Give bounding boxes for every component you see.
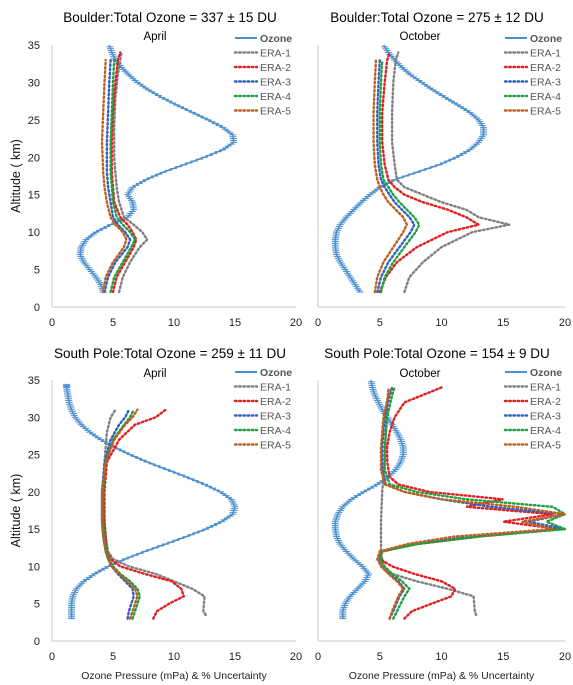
- x-tick-label: 20: [559, 317, 571, 329]
- y-tick-label: 20: [28, 487, 40, 499]
- panel-subtitle: April: [143, 31, 166, 43]
- legend-label: ERA-2: [530, 396, 561, 408]
- series-line-era-2: [110, 51, 138, 294]
- series-line-era-5: [372, 58, 409, 294]
- legend-label: ERA-1: [530, 48, 561, 60]
- x-axis-label: Ozone Pressure (mPa) & % Uncertainty: [349, 670, 535, 682]
- x-tick-label: 20: [559, 651, 571, 663]
- x-tick-label: 5: [110, 317, 116, 329]
- panel-title: South Pole:Total Ozone = 154 ± 9 DU: [324, 346, 549, 361]
- y-tick-label: 10: [28, 227, 40, 239]
- series-line-era-2: [103, 408, 186, 620]
- y-tick-label: 35: [28, 40, 40, 52]
- y-tick-label: 5: [34, 599, 40, 611]
- y-tick-label: 25: [28, 450, 40, 462]
- legend-label: ERA-5: [260, 440, 291, 452]
- y-tick-label: 30: [28, 77, 40, 89]
- x-tick-label: 10: [435, 651, 447, 663]
- series-line-era-3: [376, 58, 416, 294]
- y-tick-label: 10: [28, 561, 40, 573]
- x-tick-label: 15: [229, 317, 241, 329]
- y-tick-label: 0: [34, 302, 40, 314]
- legend-label: ERA-5: [530, 440, 561, 452]
- series-line-ozone: [334, 379, 404, 619]
- y-tick-label: 15: [28, 190, 40, 202]
- chart-panel-2: 0 5 10 15 20 Boulder:Total Ozone = 275 ± 12 D…: [315, 10, 571, 329]
- y-tick-label: 25: [28, 115, 40, 127]
- legend-label: ERA-3: [260, 77, 291, 89]
- series-line-era-1: [101, 408, 207, 617]
- chart-panel-3: 0 5 10 15 20 0 5 10 15 20 25 30 35 South Pole:Total O…: [9, 346, 302, 682]
- series-line-era-2: [378, 386, 559, 620]
- series-line-era-4: [378, 386, 568, 620]
- x-tick-label: 0: [49, 317, 55, 329]
- panel-subtitle: October: [400, 368, 441, 380]
- chart-panel-1: 0 5 10 15 20 0 5 10 15 20 25 30 35 Boulder:Total Ozon…: [9, 10, 302, 329]
- legend-label: Ozone: [260, 33, 292, 45]
- legend-label: Ozone: [530, 33, 562, 45]
- x-tick-label: 10: [168, 317, 180, 329]
- series-line-era-4: [102, 408, 142, 620]
- series-line-era-1: [113, 51, 149, 294]
- panel-subtitle: April: [143, 368, 166, 380]
- panel-subtitle: October: [400, 31, 441, 43]
- series-line-era-4: [378, 58, 421, 294]
- series-line-era-4: [109, 58, 137, 294]
- x-tick-label: 15: [497, 317, 509, 329]
- y-tick-label: 20: [28, 152, 40, 164]
- legend-label: ERA-3: [260, 411, 291, 423]
- legend-label: ERA-4: [530, 425, 561, 437]
- series-line-era-5: [100, 408, 139, 620]
- x-axis-label: Ozone Pressure (mPa) & % Uncertainty: [81, 670, 267, 682]
- y-tick-label: 30: [28, 412, 40, 424]
- x-tick-label: 15: [497, 651, 509, 663]
- series-line-era-2: [378, 51, 482, 294]
- x-tick-label: 20: [290, 317, 302, 329]
- series-line-era-5: [100, 58, 128, 294]
- legend-label: ERA-3: [530, 411, 561, 423]
- y-axis-label: Altitude ( km): [9, 139, 23, 213]
- legend-label: ERA-5: [260, 106, 291, 118]
- panel-title: South Pole:Total Ozone = 259 ± 11 DU: [54, 346, 286, 361]
- y-tick-label: 35: [28, 375, 40, 387]
- series-line-ozone: [334, 44, 485, 293]
- x-tick-label: 10: [168, 651, 180, 663]
- legend-label: ERA-3: [530, 77, 561, 89]
- x-tick-label: 5: [377, 317, 383, 329]
- panel-title: Boulder:Total Ozone = 337 ± 15 DU: [63, 10, 276, 25]
- legend-label: ERA-5: [530, 106, 561, 118]
- legend-label: Ozone: [260, 367, 292, 379]
- y-tick-label: 0: [34, 636, 40, 648]
- x-tick-label: 0: [49, 651, 55, 663]
- legend-label: ERA-2: [260, 62, 291, 74]
- series-line-era-5: [376, 386, 566, 620]
- y-tick-label: 15: [28, 524, 40, 536]
- legend-label: ERA-1: [260, 48, 291, 60]
- y-axis-label: Altitude ( km): [9, 474, 23, 548]
- y-tick-label: 5: [34, 265, 40, 277]
- legend-label: ERA-4: [260, 91, 291, 103]
- legend-label: ERA-1: [260, 382, 291, 394]
- x-tick-label: 15: [229, 651, 241, 663]
- x-tick-label: 0: [315, 651, 321, 663]
- panel-title: Boulder:Total Ozone = 275 ± 12 DU: [330, 10, 543, 25]
- x-tick-label: 5: [110, 651, 116, 663]
- legend-label: ERA-2: [530, 62, 561, 74]
- chart-panel-4: 0 5 10 15 20 South Pole:Total Ozone = 154 ± 9…: [315, 346, 571, 682]
- x-tick-label: 0: [315, 317, 321, 329]
- x-tick-label: 10: [435, 317, 447, 329]
- legend-label: ERA-4: [260, 425, 291, 437]
- legend-label: ERA-1: [530, 382, 561, 394]
- legend-label: Ozone: [530, 367, 562, 379]
- legend-label: ERA-4: [530, 91, 561, 103]
- x-tick-label: 5: [377, 651, 383, 663]
- series-line-era-1: [390, 51, 510, 294]
- x-tick-label: 20: [290, 651, 302, 663]
- series-line-era-3: [103, 58, 132, 294]
- legend-label: ERA-2: [260, 396, 291, 408]
